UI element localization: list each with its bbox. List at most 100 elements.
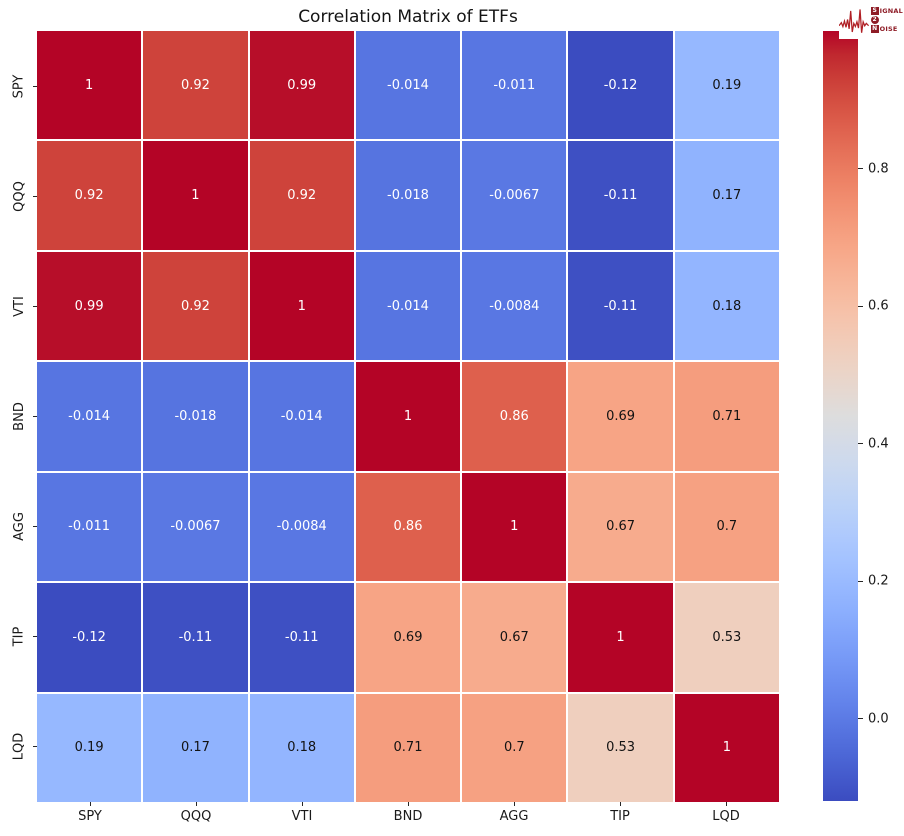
heatmap-cell-VTI-BND: -0.014 xyxy=(355,251,461,361)
x-axis-labels: SPY QQQ VTI BND AGG TIP LQD xyxy=(37,809,779,824)
y-tick-BND xyxy=(32,361,37,471)
heatmap-cell-VTI-QQQ: 0.92 xyxy=(143,251,248,361)
x-label-AGG: AGG xyxy=(499,809,529,824)
y-label-TIP: TIP xyxy=(11,626,27,647)
x-tick-BND xyxy=(355,802,461,807)
heatmap-cell-LQD-QQQ: 0.17 xyxy=(143,693,248,802)
x-label-QQQ: QQQ xyxy=(180,809,212,824)
heatmap-cell-AGG-VTI: -0.0084 xyxy=(249,472,354,582)
heatmap-cell-AGG-QQQ: -0.0067 xyxy=(143,472,248,582)
heatmap-cell-BND-LQD: 0.71 xyxy=(674,362,779,471)
heatmap-cell-AGG-AGG: 1 xyxy=(462,472,567,582)
heatmap-cell-LQD-LQD: 1 xyxy=(674,693,779,802)
heatmap-cell-SPY-QQQ: 0.92 xyxy=(143,31,248,140)
y-tick-QQQ xyxy=(32,141,37,251)
heatmap-cell-VTI-LQD: 0.18 xyxy=(674,251,779,361)
heatmap-cell-TIP-QQQ: -0.11 xyxy=(143,583,248,692)
x-tick-TIP xyxy=(567,802,673,807)
heatmap-cell-TIP-AGG: 0.67 xyxy=(462,583,567,692)
x-tick-AGG xyxy=(461,802,567,807)
x-label-SPY: SPY xyxy=(78,809,102,824)
heatmap-cell-QQQ-BND: -0.018 xyxy=(355,141,461,250)
y-label-SPY: SPY xyxy=(11,74,27,98)
x-tick-QQQ xyxy=(143,802,249,807)
heatmap-cell-BND-SPY: -0.014 xyxy=(37,362,142,471)
heatmap-cell-SPY-SPY: 1 xyxy=(37,31,142,140)
heatmap-grid: 1 0.92 0.99 -0.014 -0.011 -0.12 0.19 0.92 1 0.92-… xyxy=(37,31,779,802)
x-tick-VTI xyxy=(249,802,355,807)
heatmap-cell-BND-TIP: 0.69 xyxy=(568,362,673,471)
heatmap-cell-BND-QQQ: -0.018 xyxy=(143,362,248,471)
heatmap-cell-BND-AGG: 0.86 xyxy=(462,362,567,471)
colorbar-tick-label-0.2: 0.2 xyxy=(868,573,889,589)
heatmap-cell-VTI-AGG: -0.0084 xyxy=(462,251,567,361)
y-label-QQQ: QQQ xyxy=(11,180,27,212)
heatmap-cell-QQQ-QQQ: 1 xyxy=(143,141,248,250)
heatmap-cell-TIP-VTI: -0.11 xyxy=(249,583,354,692)
y-tick-TIP xyxy=(32,582,37,692)
heatmap-cell-SPY-TIP: -0.12 xyxy=(568,31,673,140)
heatmap-cell-QQQ-LQD: 0.17 xyxy=(674,141,779,250)
y-label-BND: BND xyxy=(11,402,27,431)
heatmap-cell-QQQ-SPY: 0.92 xyxy=(37,141,142,250)
colorbar-tick-0.8 xyxy=(858,168,863,169)
y-axis-ticks xyxy=(32,31,37,802)
heatmap-cell-AGG-LQD: 0.7 xyxy=(674,472,779,582)
colorbar-tick-0.4 xyxy=(858,443,863,444)
logo-line-noise: N OISE xyxy=(870,24,903,33)
y-tick-VTI xyxy=(32,251,37,361)
x-axis-ticks xyxy=(37,802,779,807)
logo-badge-2: 2 xyxy=(870,15,879,24)
heatmap-cell-LQD-TIP: 0.53 xyxy=(568,693,673,802)
colorbar-tick-label-0.0: 0.0 xyxy=(868,711,889,726)
brand-logo: S IGNAL 2 N OISE xyxy=(839,0,904,39)
x-tick-SPY xyxy=(37,802,143,807)
ekg-waveform-icon xyxy=(839,9,869,33)
x-label-TIP: TIP xyxy=(610,809,630,824)
heatmap-cell-TIP-BND: 0.69 xyxy=(355,583,461,692)
heatmap-cell-AGG-SPY: -0.011 xyxy=(37,472,142,582)
heatmap-cell-LQD-AGG: 0.7 xyxy=(462,693,567,802)
y-label-AGG: AGG xyxy=(11,512,27,542)
colorbar-tick-0.2 xyxy=(858,580,863,582)
y-tick-AGG xyxy=(32,472,37,582)
colorbar-tick-0.6 xyxy=(858,305,863,307)
colorbar-tick-0.0 xyxy=(858,718,863,719)
heatmap-cell-SPY-BND: -0.014 xyxy=(355,31,461,140)
heatmap-cell-VTI-SPY: 0.99 xyxy=(37,251,142,361)
colorbar-tick-label-0.4: 0.4 xyxy=(868,436,889,451)
heatmap-cell-VTI-VTI: 1 xyxy=(249,251,354,361)
heatmap-cell-QQQ-AGG: -0.0067 xyxy=(462,141,567,250)
heatmap-cell-LQD-SPY: 0.19 xyxy=(37,693,142,802)
y-label-LQD: LQD xyxy=(11,733,27,761)
logo-word-ignal: IGNAL xyxy=(879,6,903,15)
x-label-BND: BND xyxy=(393,809,423,824)
heatmap-cell-SPY-VTI: 0.99 xyxy=(249,31,354,140)
logo-line-two: 2 xyxy=(870,15,903,24)
x-label-VTI: VTI xyxy=(291,809,313,824)
heatmap-cell-VTI-TIP: -0.11 xyxy=(568,251,673,361)
x-label-LQD: LQD xyxy=(712,809,740,824)
heatmap-cell-TIP-LQD: 0.53 xyxy=(674,583,779,692)
heatmap-cell-SPY-AGG: -0.011 xyxy=(462,31,567,140)
heatmap-cell-TIP-TIP: 1 xyxy=(568,583,673,692)
logo-text: S IGNAL 2 N OISE xyxy=(870,6,903,33)
y-tick-LQD xyxy=(32,692,37,802)
y-label-VTI: VTI xyxy=(11,296,27,317)
heatmap-cell-SPY-LQD: 0.19 xyxy=(674,31,779,140)
logo-word-oise: OISE xyxy=(879,24,898,33)
logo-badge-n: N xyxy=(870,24,879,33)
x-tick-LQD xyxy=(673,802,779,807)
heatmap-cell-AGG-BND: 0.86 xyxy=(355,472,461,582)
colorbar: 1.00.80.60.40.20.0 xyxy=(823,24,889,801)
heatmap-cell-AGG-TIP: 0.67 xyxy=(568,472,673,582)
heatmap-cell-BND-BND: 1 xyxy=(355,362,461,471)
y-axis-labels: SPY QQQ VTI BND AGG TIP LQD xyxy=(8,31,30,802)
chart-title: Correlation Matrix of ETFs xyxy=(298,7,518,27)
colorbar-tick-label-0.6: 0.6 xyxy=(868,298,889,314)
heatmap-cell-BND-VTI: -0.014 xyxy=(249,362,354,471)
heatmap-cell-LQD-VTI: 0.18 xyxy=(249,693,354,802)
heatmap-cell-TIP-SPY: -0.12 xyxy=(37,583,142,692)
heatmap-cell-QQQ-TIP: -0.11 xyxy=(568,141,673,250)
